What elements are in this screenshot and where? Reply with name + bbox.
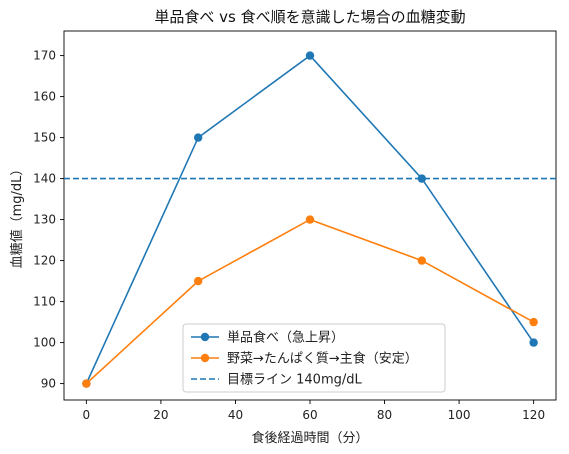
data-point-2 bbox=[305, 215, 315, 224]
x-tick-label: 40 bbox=[228, 408, 243, 422]
data-point-1 bbox=[193, 133, 203, 142]
legend-box bbox=[182, 323, 446, 393]
x-tick-label: 80 bbox=[377, 408, 392, 422]
y-axis-title: 血糖値（mg/dL） bbox=[9, 163, 25, 269]
x-tick-label: 20 bbox=[153, 408, 168, 422]
y-tick-label: 170 bbox=[33, 49, 56, 63]
data-point-2 bbox=[82, 379, 91, 388]
legend-marker bbox=[200, 353, 210, 363]
x-tick-label: 0 bbox=[83, 408, 91, 422]
x-tick-label: 100 bbox=[448, 408, 471, 422]
data-point-2 bbox=[417, 256, 427, 265]
y-tick-label: 110 bbox=[33, 295, 56, 309]
legend: 単品食べ（急上昇） 野菜→たんぱく質→主食（安定） 目標ライン 140mg/dL bbox=[182, 323, 446, 393]
y-tick-label: 90 bbox=[41, 377, 56, 391]
y-tick-label: 140 bbox=[33, 172, 56, 186]
legend-label: 目標ライン 140mg/dL bbox=[227, 373, 362, 388]
y-tick-label: 120 bbox=[33, 254, 56, 268]
x-axis-title: 食後経過時間（分） bbox=[251, 430, 368, 446]
plot-area: 0 20 40 60 80 100 120 90 100 110 120 130 140 150 160 17… bbox=[33, 30, 557, 422]
x-tick-label: 120 bbox=[522, 408, 545, 422]
legend-marker bbox=[200, 332, 210, 342]
y-tick-label: 160 bbox=[33, 90, 56, 104]
y-tick-label: 130 bbox=[33, 213, 56, 227]
legend-label: 単品食べ（急上昇） bbox=[227, 330, 344, 346]
chart-title: 単品食べ vs 食べ順を意識した場合の血糖変動 bbox=[154, 8, 465, 26]
data-point-1 bbox=[305, 51, 315, 60]
data-point-2 bbox=[529, 317, 538, 327]
y-tick-label: 100 bbox=[33, 336, 56, 350]
data-point-1 bbox=[529, 338, 538, 347]
data-point-1 bbox=[417, 174, 427, 183]
y-tick-label: 150 bbox=[33, 131, 56, 145]
data-point-2 bbox=[193, 276, 203, 286]
x-tick-label: 60 bbox=[302, 408, 317, 422]
legend-label: 野菜→たんぱく質→主食（安定） bbox=[227, 351, 418, 367]
